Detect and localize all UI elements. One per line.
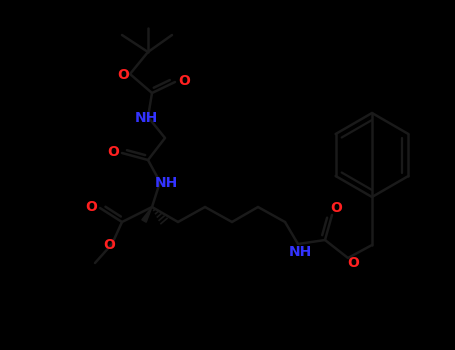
Polygon shape (142, 207, 152, 222)
Text: O: O (178, 74, 190, 88)
Text: O: O (347, 256, 359, 270)
Text: NH: NH (288, 245, 312, 259)
Text: NH: NH (154, 176, 177, 190)
Text: O: O (117, 68, 129, 82)
Text: O: O (330, 201, 342, 215)
Text: NH: NH (134, 111, 157, 125)
Text: O: O (107, 145, 119, 159)
Text: O: O (85, 200, 97, 214)
Text: O: O (103, 238, 115, 252)
